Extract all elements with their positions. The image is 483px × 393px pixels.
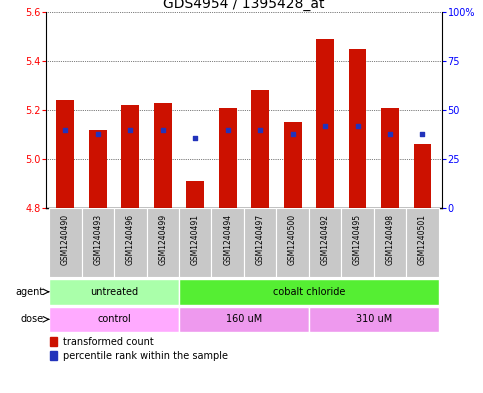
Bar — [50, 351, 57, 360]
Point — [419, 130, 426, 137]
Text: GSM1240500: GSM1240500 — [288, 214, 297, 265]
Bar — [89, 130, 107, 208]
Point — [127, 127, 134, 133]
Bar — [49, 307, 179, 332]
Point — [354, 123, 361, 129]
Bar — [413, 144, 431, 208]
Bar — [381, 108, 399, 208]
Text: GSM1240494: GSM1240494 — [223, 214, 232, 265]
Text: GSM1240490: GSM1240490 — [61, 214, 70, 265]
Text: GSM1240501: GSM1240501 — [418, 214, 427, 265]
Bar — [316, 39, 334, 208]
Bar — [212, 208, 244, 277]
Text: transformed count: transformed count — [63, 337, 154, 347]
Text: untreated: untreated — [90, 287, 138, 297]
Bar — [179, 307, 309, 332]
Text: GSM1240496: GSM1240496 — [126, 214, 135, 265]
Point — [61, 127, 69, 133]
Bar — [251, 90, 269, 208]
Bar — [309, 208, 341, 277]
Bar — [121, 105, 139, 208]
Bar — [57, 100, 74, 208]
Text: percentile rank within the sample: percentile rank within the sample — [63, 351, 228, 360]
Text: cobalt chloride: cobalt chloride — [273, 287, 345, 297]
Text: agent: agent — [15, 287, 43, 297]
Bar — [154, 103, 171, 208]
Text: GSM1240498: GSM1240498 — [385, 214, 395, 265]
Point — [224, 127, 231, 133]
Text: GSM1240495: GSM1240495 — [353, 214, 362, 265]
Bar — [82, 208, 114, 277]
Text: control: control — [97, 314, 131, 324]
Bar — [309, 307, 439, 332]
Text: GSM1240491: GSM1240491 — [191, 214, 199, 265]
Bar — [146, 208, 179, 277]
Title: GDS4954 / 1395428_at: GDS4954 / 1395428_at — [163, 0, 325, 11]
Bar — [50, 337, 57, 347]
Bar — [179, 208, 212, 277]
Bar — [244, 208, 276, 277]
Text: GSM1240492: GSM1240492 — [321, 214, 329, 265]
Bar — [406, 208, 439, 277]
Bar — [49, 208, 82, 277]
Bar — [219, 108, 237, 208]
Bar — [49, 279, 179, 305]
Bar — [186, 181, 204, 208]
Point — [159, 127, 167, 133]
Bar — [349, 49, 367, 208]
Point — [289, 130, 297, 137]
Text: 160 uM: 160 uM — [226, 314, 262, 324]
Point — [94, 130, 102, 137]
Bar — [284, 122, 301, 208]
Text: dose: dose — [20, 314, 43, 324]
Bar — [114, 208, 146, 277]
Point — [191, 134, 199, 141]
Text: GSM1240493: GSM1240493 — [93, 214, 102, 265]
Bar — [374, 208, 406, 277]
Point — [386, 130, 394, 137]
Text: GSM1240497: GSM1240497 — [256, 214, 265, 265]
Text: GSM1240499: GSM1240499 — [158, 214, 167, 265]
Bar — [276, 208, 309, 277]
Point — [321, 123, 329, 129]
Point — [256, 127, 264, 133]
Bar — [341, 208, 374, 277]
Text: 310 uM: 310 uM — [355, 314, 392, 324]
Bar — [179, 279, 439, 305]
